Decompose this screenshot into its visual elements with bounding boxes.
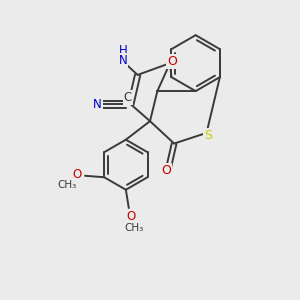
Text: CH₃: CH₃ [57, 180, 76, 190]
Text: N: N [93, 98, 102, 111]
Text: O: O [127, 210, 136, 223]
Text: N: N [119, 54, 128, 67]
Text: S: S [204, 129, 212, 142]
Text: C: C [124, 92, 132, 104]
Text: O: O [161, 164, 171, 177]
Text: CH₃: CH₃ [124, 223, 144, 233]
Text: O: O [72, 168, 81, 181]
Text: O: O [167, 55, 177, 68]
Text: H: H [119, 44, 128, 57]
